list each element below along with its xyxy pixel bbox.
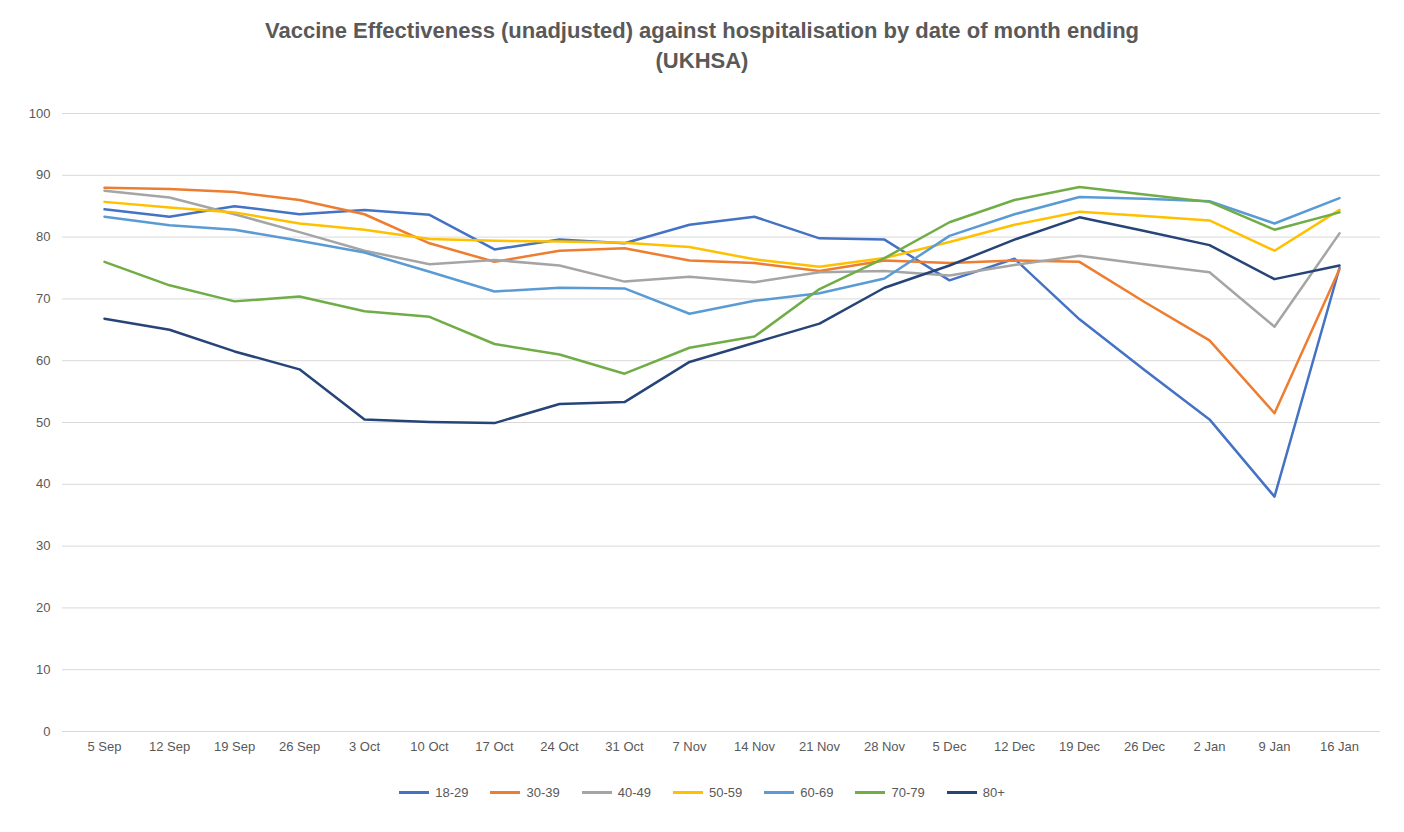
svg-text:60: 60 — [36, 353, 50, 368]
html-text:40-49: 40-49 — [617, 785, 651, 800]
svg-text:5 Dec: 5 Dec — [933, 739, 967, 754]
html-text:50-59: 50-59 — [709, 785, 743, 800]
svg-text:40: 40 — [36, 476, 50, 491]
svg-text:5 Sep: 5 Sep — [88, 739, 122, 754]
svg-text:20: 20 — [36, 600, 50, 615]
svg-text:7 Nov: 7 Nov — [673, 739, 707, 754]
svg-text:2 Jan: 2 Jan — [1194, 739, 1226, 754]
svg-text:9 Jan: 9 Jan — [1259, 739, 1291, 754]
html-text:60-69: 60-69 — [800, 785, 834, 800]
svg-text:26 Dec: 26 Dec — [1124, 739, 1166, 754]
svg-text:10: 10 — [36, 662, 50, 677]
svg-text:31 Oct: 31 Oct — [605, 739, 644, 754]
svg-text:30: 30 — [36, 538, 50, 553]
svg-text:10 Oct: 10 Oct — [410, 739, 449, 754]
svg-text:26 Sep: 26 Sep — [279, 739, 320, 754]
svg-text:14 Nov: 14 Nov — [734, 739, 776, 754]
svg-text:3 Oct: 3 Oct — [349, 739, 380, 754]
svg-text:19 Dec: 19 Dec — [1059, 739, 1101, 754]
svg-text:12 Sep: 12 Sep — [149, 739, 190, 754]
svg-text:0: 0 — [43, 724, 50, 739]
svg-text:24 Oct: 24 Oct — [540, 739, 579, 754]
svg-text:16 Jan: 16 Jan — [1320, 739, 1359, 754]
svg-text:17 Oct: 17 Oct — [475, 739, 514, 754]
html-text:18-29: 18-29 — [435, 785, 469, 800]
svg-text:28 Nov: 28 Nov — [864, 739, 906, 754]
svg-text:100: 100 — [29, 106, 51, 121]
html-text:30-39: 30-39 — [526, 785, 560, 800]
svg-text:80: 80 — [36, 229, 50, 244]
svg-text:19 Sep: 19 Sep — [214, 739, 255, 754]
svg-text:90: 90 — [36, 167, 50, 182]
html-text:80+: 80+ — [982, 785, 1005, 800]
svg-text:50: 50 — [36, 415, 50, 430]
svg-text:21 Nov: 21 Nov — [799, 739, 841, 754]
html-text:70-79: 70-79 — [891, 785, 925, 800]
svg-text:70: 70 — [36, 291, 50, 306]
html-text:Vaccine Effectiveness (unadjus: Vaccine Effectiveness (unadjusted) again… — [265, 18, 1139, 73]
svg-text:12 Dec: 12 Dec — [994, 739, 1036, 754]
